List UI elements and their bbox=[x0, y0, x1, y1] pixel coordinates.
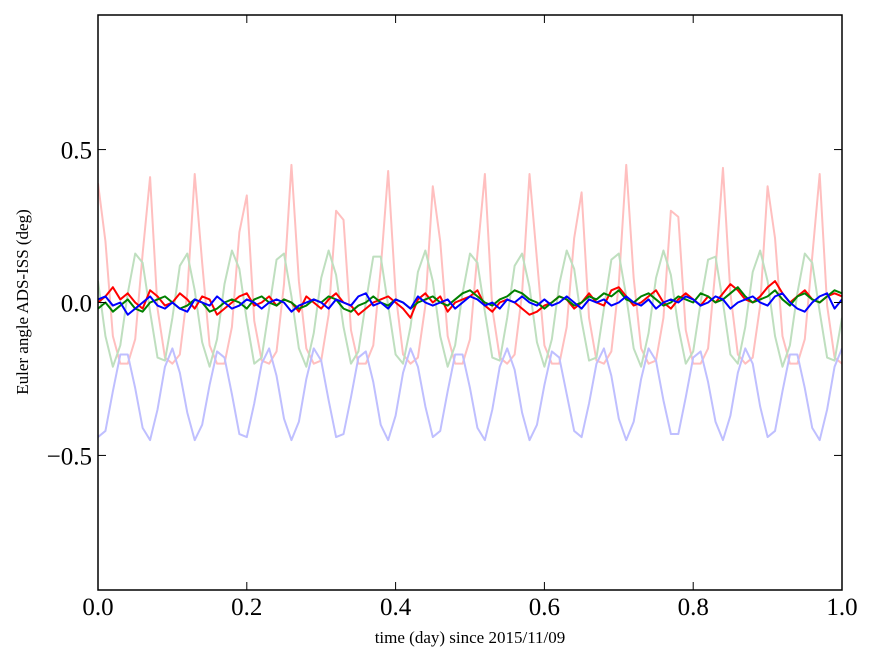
x-tick-label: 0.6 bbox=[529, 594, 560, 621]
series-line bbox=[98, 292, 842, 316]
series-line bbox=[98, 286, 842, 313]
series-line bbox=[98, 347, 842, 442]
series-line bbox=[98, 249, 842, 368]
plot-area bbox=[98, 163, 842, 442]
y-tick-label: 0.0 bbox=[61, 291, 92, 318]
y-tick-label: −0.5 bbox=[47, 443, 92, 470]
x-tick-label: 0.4 bbox=[380, 594, 412, 621]
y-tick-label: 0.5 bbox=[61, 138, 92, 165]
x-tick-label: 0.2 bbox=[231, 594, 262, 621]
x-axis-label: time (day) since 2015/11/09 bbox=[375, 628, 566, 647]
x-tick-label: 0.8 bbox=[678, 594, 709, 621]
x-tick-label: 0.0 bbox=[82, 594, 113, 621]
y-axis-label: Euler angle ADS-ISS (deg) bbox=[13, 209, 32, 395]
series-line bbox=[98, 163, 842, 365]
x-tick-label: 1.0 bbox=[826, 594, 857, 621]
